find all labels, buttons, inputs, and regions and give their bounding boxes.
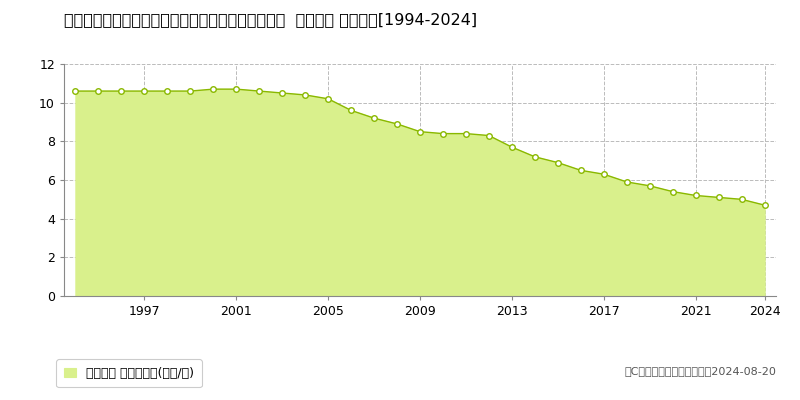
Text: （C）土地価格ドットコム　2024-08-20: （C）土地価格ドットコム 2024-08-20 (624, 366, 776, 376)
Legend: 地価公示 平均坪単価(万円/坪): 地価公示 平均坪単価(万円/坪) (56, 359, 202, 387)
Text: 鳥取県東伯郡三朝町大字山田字下前河原７２３番３  地価公示 地価推移[1994-2024]: 鳥取県東伯郡三朝町大字山田字下前河原７２３番３ 地価公示 地価推移[1994-2… (64, 12, 477, 27)
